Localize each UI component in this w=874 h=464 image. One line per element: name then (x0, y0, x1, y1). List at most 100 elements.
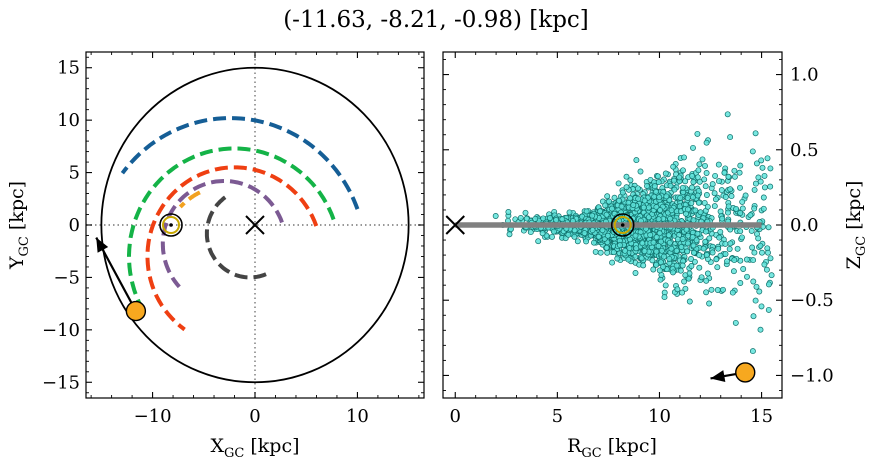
rz-star-point (527, 229, 534, 236)
rz-star-point (715, 245, 722, 252)
rz-star-point (641, 248, 648, 255)
rz-star-point (699, 156, 706, 163)
rz-star-point (759, 249, 765, 256)
rz-star-point (676, 174, 683, 181)
rz-star-point (695, 167, 702, 174)
rz-star-point (639, 240, 646, 247)
rz-star-point (674, 286, 681, 293)
xy-x-label-sub: GC (224, 446, 244, 461)
rz-star-point (559, 216, 566, 223)
rz-star-point (637, 168, 644, 175)
rz-star-point (592, 248, 599, 255)
rz-star-point (686, 298, 693, 305)
rz-star-point (681, 278, 688, 285)
rz-star-point (617, 242, 623, 249)
xy-ticks: −10 0 10 −15 −10 −5 0 5 10 15 (42, 52, 424, 427)
rz-star-point (540, 215, 547, 222)
rz-y-label-main: Z (843, 256, 865, 269)
rz-star-point (657, 238, 664, 245)
spiral-arm-purple (160, 179, 284, 289)
rz-star-point (732, 319, 739, 326)
spiral-arm-red (145, 165, 319, 332)
xy-sun-inner-ring (162, 216, 181, 234)
rz-star-point (657, 276, 664, 283)
rz-star-point (684, 248, 691, 255)
spiral-arm-orange (178, 190, 201, 209)
rz-star-point (665, 232, 672, 239)
rz-star-point (655, 216, 662, 223)
rz-x-tick-label: 5 (552, 406, 563, 427)
rz-sun-inner-ring (613, 216, 632, 234)
rz-x-label-main: R (567, 435, 582, 457)
rz-star-point (653, 261, 660, 268)
xy-sun-dot (169, 223, 173, 227)
rz-star-point (750, 313, 757, 320)
rz-star-point (597, 208, 603, 215)
rz-star-point (532, 215, 539, 222)
rz-star-point (711, 190, 718, 197)
rz-star-point (739, 205, 746, 212)
rz-star-point (761, 261, 768, 268)
rz-star-point (749, 348, 756, 355)
rz-star-point (625, 256, 632, 263)
rz-star-point (677, 267, 684, 274)
rz-star-point (647, 232, 654, 238)
rz-star-point (691, 258, 698, 265)
rz-x-tick-label: 10 (648, 406, 671, 427)
rz-star-point (677, 194, 684, 201)
rz-star-point (709, 249, 716, 256)
rz-star-point (739, 198, 746, 205)
rz-star-point (632, 270, 639, 276)
rz-star-point (690, 242, 697, 249)
xy-x-tick-label: 0 (249, 406, 260, 427)
rz-star-point (763, 266, 770, 273)
rz-star-point (685, 275, 692, 282)
rz-star-point (653, 234, 660, 241)
rz-star-point (688, 263, 695, 269)
rz-star-point (683, 226, 690, 233)
rz-star-point (712, 196, 719, 203)
rz-star-point (603, 211, 610, 218)
xy-sun-outer-ring (159, 213, 183, 237)
rz-star-point (719, 215, 726, 222)
figure-title: (-11.63, -8.21, -0.98) [kpc] (283, 7, 589, 33)
rz-star-point (737, 184, 743, 191)
rz-star-point (673, 262, 680, 269)
rz-star-point (765, 224, 772, 231)
rz-x-axis-label: RGC [kpc] (567, 435, 657, 461)
spiral-arm-gray (204, 195, 273, 280)
rz-star-point (604, 193, 611, 200)
rz-star-point (716, 234, 723, 241)
rz-star-point (757, 178, 764, 185)
rz-star-point (610, 249, 617, 256)
rz-star-point (703, 277, 710, 284)
rz-y-tick-label: 1.0 (790, 65, 819, 86)
rz-star-point (718, 187, 725, 194)
rz-star-point (725, 209, 731, 216)
rz-star-point (748, 227, 755, 234)
rz-star-point (673, 247, 680, 254)
rz-star-point (666, 239, 673, 246)
rz-x-label-unit: [kpc] (602, 435, 657, 457)
rz-star-point (632, 232, 639, 239)
rz-star-point (731, 257, 738, 264)
rz-star-point (656, 230, 663, 237)
rz-panel: 0 5 10 15−1.0−0.50.00.51.0 RGC [kpc] ZGC [k… (442, 51, 869, 461)
rz-star-point (694, 230, 701, 237)
rz-star-point (550, 228, 557, 235)
rz-ticks: 0 5 10 15 −1.0 −0.5 0.0 0.5 1.0 (443, 52, 834, 427)
rz-star-point (720, 286, 726, 293)
rz-star-point (703, 289, 710, 296)
rz-star-point (690, 179, 697, 185)
rz-y-tick-label: −1.0 (790, 365, 834, 386)
rz-star-point (671, 186, 678, 193)
rz-star-point (681, 154, 687, 161)
rz-y-tick-label: 0.0 (790, 215, 819, 236)
rz-star-point (662, 170, 669, 177)
rz-star-point (761, 184, 768, 191)
rz-star-point (604, 232, 611, 239)
rz-star-point (553, 217, 560, 223)
rz-star-point (653, 188, 659, 195)
rz-star-point (688, 256, 694, 262)
